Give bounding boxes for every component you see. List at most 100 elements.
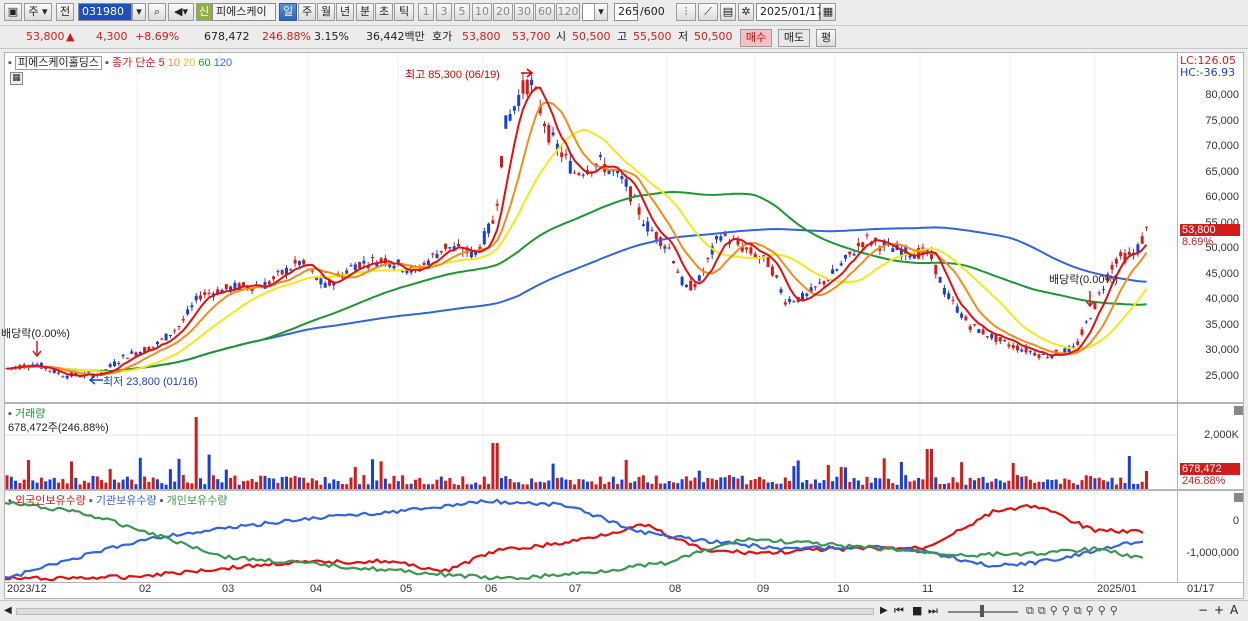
market-select[interactable]: 주 ▾ <box>24 3 52 21</box>
period-tick-button[interactable]: 틱 <box>394 3 414 21</box>
candle-body <box>315 277 319 280</box>
gear-icon[interactable]: ✲ <box>738 3 754 21</box>
volume-bar <box>766 482 770 489</box>
interval-dropdown-icon[interactable]: ▾ <box>594 3 608 21</box>
interval-20-button[interactable]: 20 <box>493 3 513 21</box>
count-input[interactable]: 265 <box>614 3 639 21</box>
interval-5-button[interactable]: 5 <box>454 3 470 21</box>
candle-body <box>1046 357 1050 359</box>
volume-bar <box>500 478 503 489</box>
price-chart-panel[interactable]: ▪ 피에스케이홀딩스 ▪ 종가 단순 5 10 20 60 120 ▦ 최고 8… <box>1 52 1178 403</box>
price-chart-canvas[interactable] <box>5 53 1177 402</box>
candle-body <box>805 293 809 297</box>
candle-body <box>1033 352 1037 356</box>
volume-bar <box>100 480 104 489</box>
candle-body <box>917 248 921 259</box>
volume-bar <box>874 477 878 489</box>
volume-bar <box>439 476 443 489</box>
interval-60-button[interactable]: 60 <box>535 3 555 21</box>
x-axis: 2023/12 02 03 04 05 06 07 08 09 10 11 12 2025/01 01/1… <box>4 583 1244 599</box>
play-icon[interactable]: ⏭ <box>928 604 938 617</box>
interval-10-button[interactable]: 10 <box>472 3 492 21</box>
font-size-icon[interactable]: A <box>1230 603 1239 617</box>
scroll-right-icon[interactable]: ▶ <box>880 605 888 616</box>
holdings-panel-close-icon[interactable] <box>1234 493 1243 502</box>
zoom-in-icon[interactable]: + <box>1214 603 1225 617</box>
institution-holdings-line <box>5 498 1144 579</box>
current-pct-tag: 8.69% <box>1182 236 1214 248</box>
period-month-button[interactable]: 월 <box>317 3 335 21</box>
volume-bar <box>960 462 964 489</box>
candle-body <box>861 242 865 248</box>
low-annotation: 최저 23,800 (01/16) <box>103 376 198 388</box>
volume-panel-close-icon[interactable] <box>1234 406 1243 415</box>
volume-bar <box>1063 478 1067 489</box>
period-second-button[interactable]: 초 <box>375 3 393 21</box>
volume-bar <box>379 461 383 489</box>
volume-bar <box>237 484 241 489</box>
ma-label: 종가 단순 <box>111 57 156 69</box>
candle-body <box>581 174 585 176</box>
scroll-left-icon[interactable]: ◀ <box>4 605 12 616</box>
search-icon[interactable]: ⌕ <box>148 3 166 21</box>
candle-body <box>508 114 512 121</box>
volume-bar <box>684 476 688 489</box>
volume-bar <box>1041 481 1045 489</box>
holdings-chart-canvas[interactable] <box>5 491 1177 582</box>
holdings-legend: ▪ 외국인보유수량 ▪ 기관보유수량 ▪ 개인보유수량 <box>8 495 228 507</box>
interval-120-button[interactable]: 120 <box>556 3 580 21</box>
speaker-icon[interactable]: ◀▾ <box>168 3 194 21</box>
volume-bar <box>138 457 142 489</box>
price-y-label: 25,000 <box>1205 369 1239 382</box>
ma10-line <box>6 101 1148 377</box>
candle-body <box>930 251 933 259</box>
window-menu-icon[interactable]: ▣ <box>4 3 22 21</box>
eval-button[interactable]: 평 <box>816 29 836 47</box>
holdings-chart-panel[interactable]: ▪ 외국인보유수량 ▪ 기관보유수량 ▪ 개인보유수량 <box>4 490 1178 583</box>
scope-button[interactable]: 전 <box>56 3 74 21</box>
horizontal-scrollbar[interactable] <box>16 608 874 615</box>
draw-tool-icon[interactable]: ⟋ <box>698 3 718 21</box>
period-minute-button[interactable]: 분 <box>356 3 374 21</box>
code-dropdown-icon[interactable]: ▾ <box>132 3 146 21</box>
candle-body <box>57 372 61 374</box>
chart-type-icon[interactable]: ⫶ <box>676 3 696 21</box>
code-input[interactable]: 031980 <box>78 3 132 21</box>
date-input[interactable]: 2025/01/17 <box>756 3 823 21</box>
period-year-button[interactable]: 년 <box>336 3 354 21</box>
volume-chart-panel[interactable]: ▪ 거래량 678,472주(246.88%) <box>4 403 1178 490</box>
period-week-button[interactable]: 주 <box>298 3 316 21</box>
candle-body <box>990 334 994 339</box>
candle-body <box>848 251 852 255</box>
volume-bar <box>646 482 650 489</box>
candle-body <box>1140 236 1144 244</box>
candle-body <box>297 261 301 265</box>
interval-1-button[interactable]: 1 <box>418 3 434 21</box>
candle-body <box>775 275 779 278</box>
interval-3-button[interactable]: 3 <box>436 3 452 21</box>
candle-body <box>753 253 757 259</box>
candle-body <box>1102 289 1105 291</box>
candle-body <box>1037 354 1041 358</box>
calendar-icon[interactable]: ▦ <box>820 3 836 21</box>
volume-chart-canvas[interactable] <box>5 404 1177 489</box>
stop-icon[interactable]: ■ <box>912 604 923 617</box>
candle-body <box>964 316 968 321</box>
sell-button[interactable]: 매도 <box>778 29 810 47</box>
layout-tools-icon[interactable]: ⧉⧉⚲⚲⧉⚲⚲⚲ <box>1026 604 1122 617</box>
volume-bar <box>117 482 121 489</box>
period-day-button[interactable]: 일 <box>279 3 297 21</box>
interval-30-button[interactable]: 30 <box>514 3 534 21</box>
bottom-controls: ◀ ▶ ⏮ ■ ⏭ ⧉⧉⚲⚲⧉⚲⚲⚲ − + A <box>0 600 1248 621</box>
grid-toggle-icon[interactable]: ▦ <box>10 72 23 85</box>
buy-button[interactable]: 매수 <box>740 29 772 47</box>
zoom-out-icon[interactable]: − <box>1198 603 1209 617</box>
volume-bar <box>61 479 65 489</box>
candle-body <box>469 249 473 258</box>
candle-body <box>224 284 228 289</box>
rewind-icon[interactable]: ⏮ <box>894 604 904 617</box>
volume-bar <box>242 481 245 489</box>
lc-label: LC:126.05 <box>1180 54 1237 67</box>
save-icon[interactable]: ▤ <box>720 3 736 21</box>
speed-slider-handle[interactable] <box>980 605 984 617</box>
